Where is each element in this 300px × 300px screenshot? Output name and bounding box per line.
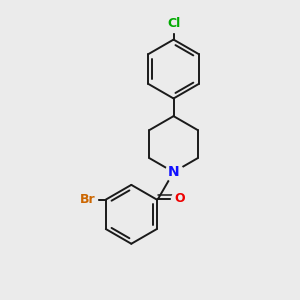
Text: Br: Br <box>80 193 95 206</box>
Text: N: N <box>168 165 179 179</box>
Text: Cl: Cl <box>167 17 180 30</box>
Text: O: O <box>175 192 185 206</box>
